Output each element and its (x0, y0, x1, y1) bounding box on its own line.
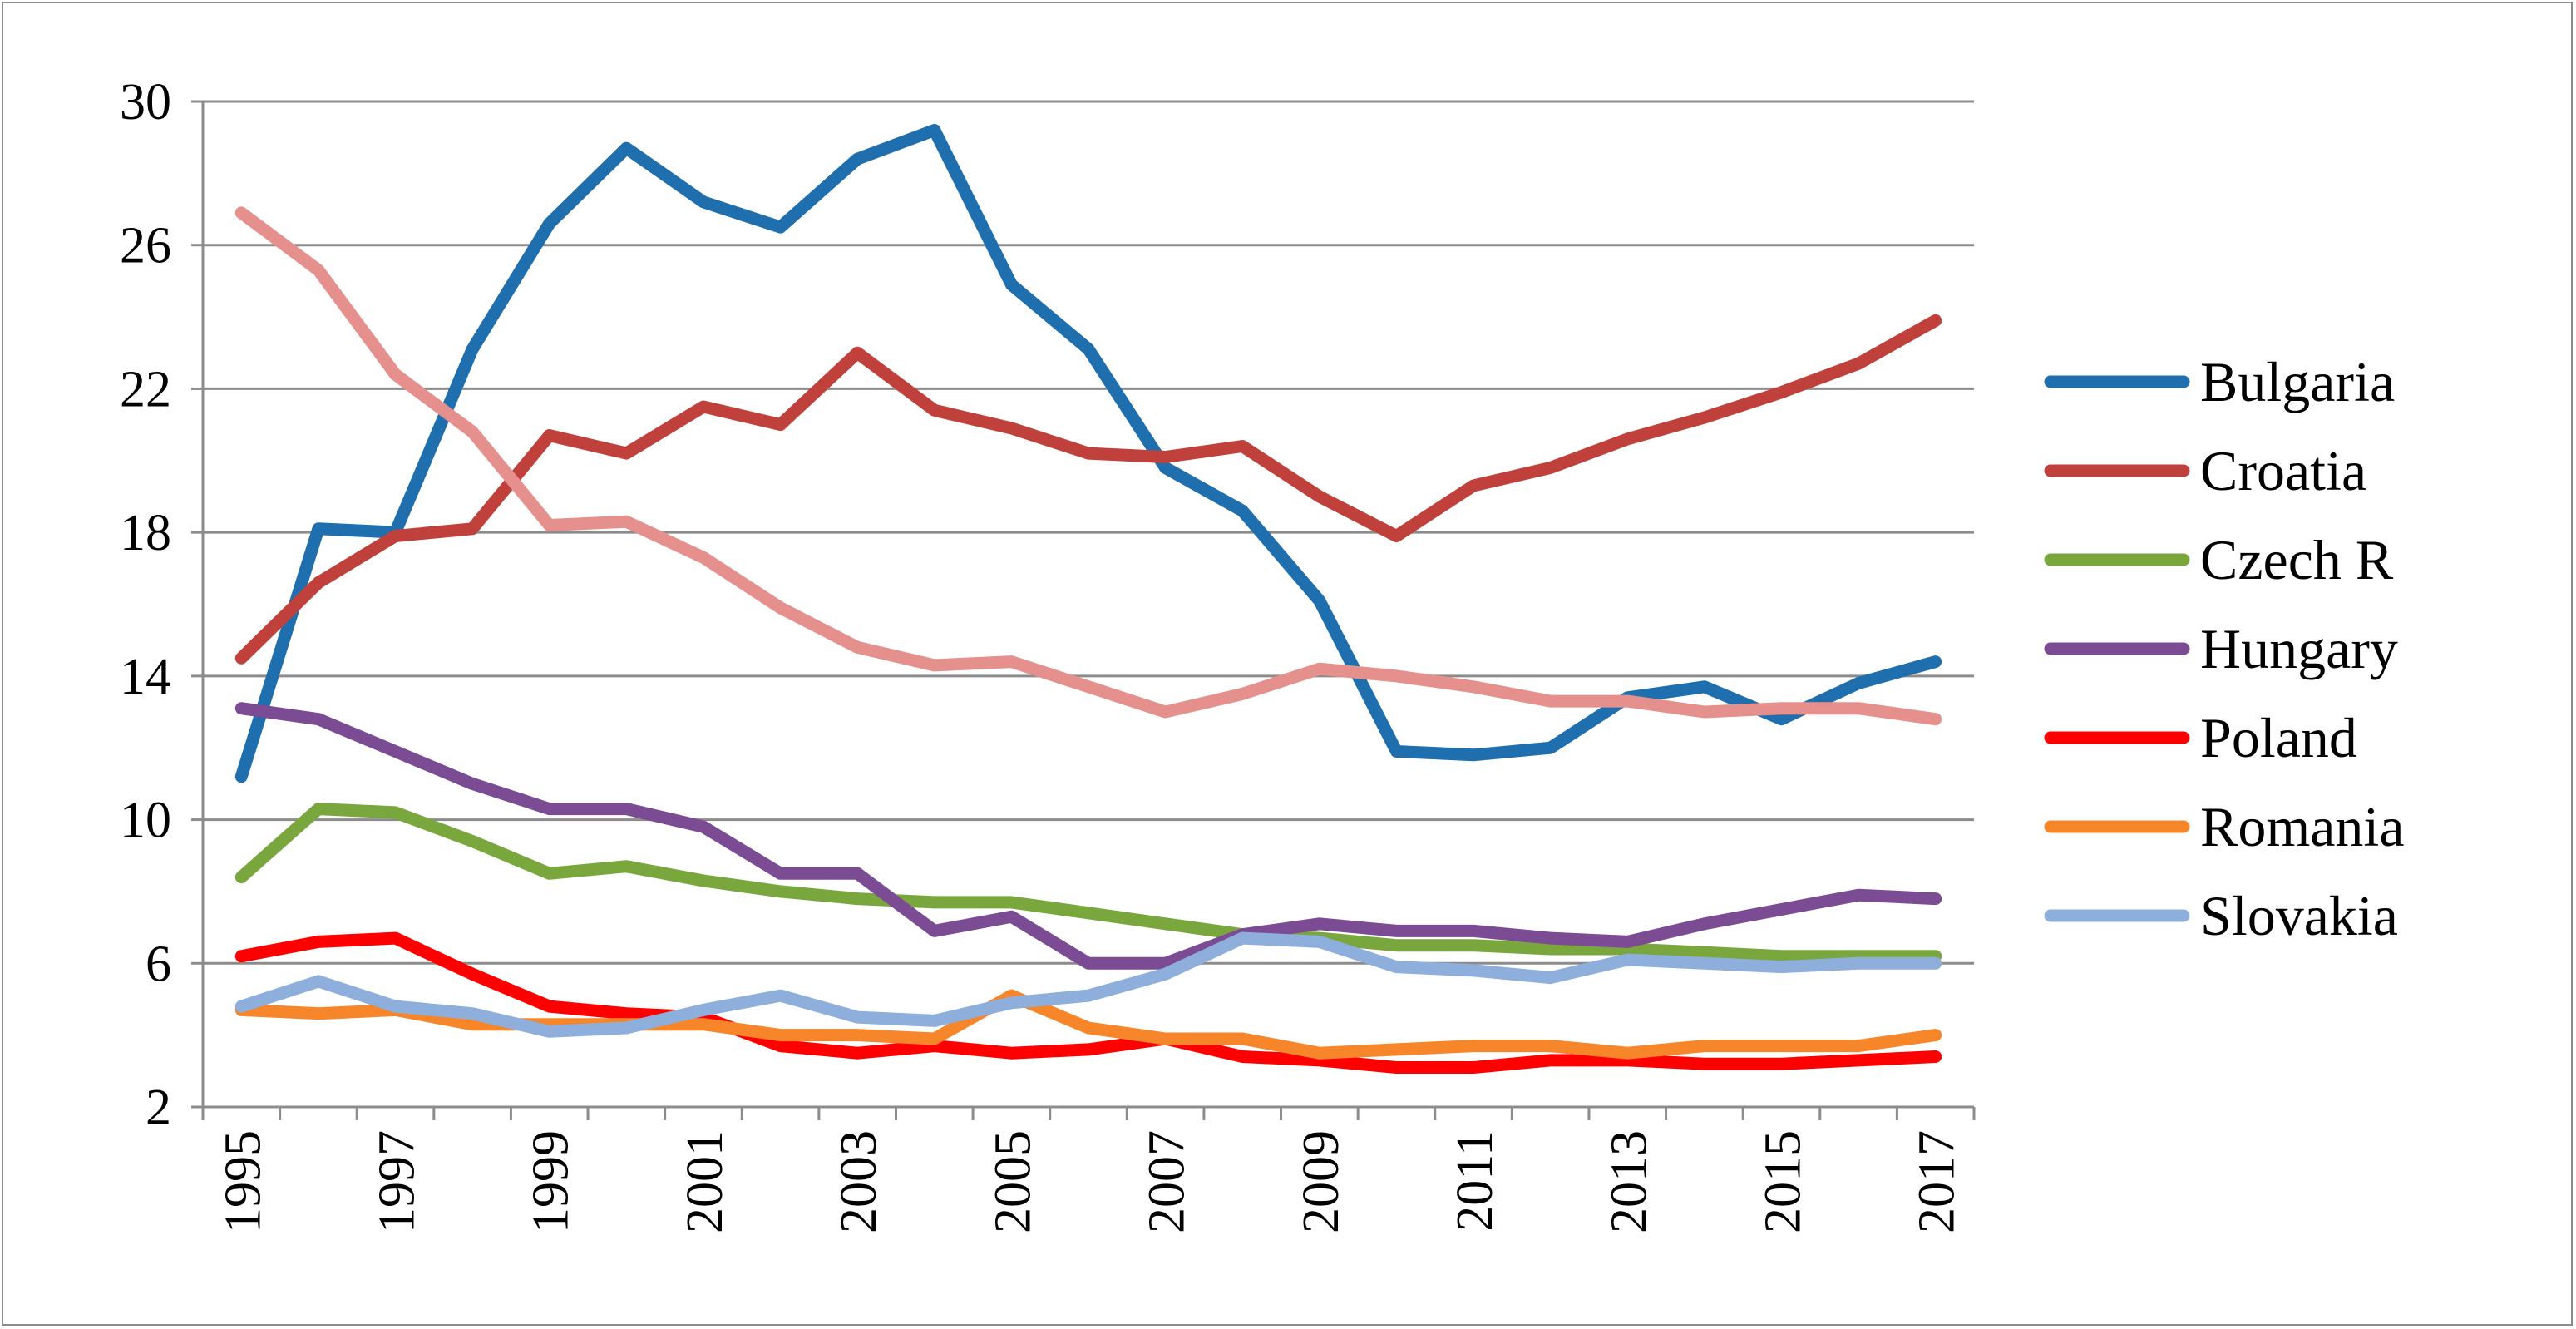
legend-label-bulgaria: Bulgaria (2200, 350, 2395, 413)
x-tick-label: 2007 (1139, 1130, 1196, 1233)
y-tick-label: 2 (146, 1080, 171, 1136)
legend-label-croatia: Croatia (2200, 439, 2366, 502)
x-tick-label: 2015 (1754, 1130, 1811, 1233)
legend-label-hungary: Hungary (2200, 617, 2398, 680)
x-tick-label: 2009 (1293, 1130, 1350, 1233)
legend-label-slovakia: Slovakia (2200, 884, 2398, 947)
legend-label-romania: Romania (2200, 795, 2405, 858)
series-line-czech-r (234, 803, 1942, 963)
legend: Bulgaria Croatia Czech R Hungary Poland Roman… (2044, 350, 2405, 947)
series-line-poland (234, 931, 1942, 1074)
y-tick-label: 14 (120, 649, 171, 705)
series-line-hungary (234, 702, 1942, 970)
y-tick-label: 18 (120, 505, 171, 561)
y-tick-label: 22 (120, 361, 171, 417)
legend-label-czech-r: Czech R (2200, 528, 2394, 591)
gridlines (203, 100, 1974, 965)
x-tick-label: 2017 (1909, 1130, 1966, 1233)
x-tick-label: 2003 (831, 1130, 887, 1233)
x-tick-label: 2001 (677, 1130, 733, 1233)
y-tick-label: 26 (120, 218, 171, 274)
x-tick-label: 1995 (215, 1130, 271, 1233)
series-lines (234, 124, 1942, 1074)
x-tick-label: 1997 (369, 1130, 426, 1233)
x-tick-label: 2013 (1601, 1130, 1657, 1233)
y-tick-label: 6 (146, 936, 171, 992)
x-tick-label: 2005 (985, 1130, 1041, 1233)
legend-label-poland: Poland (2200, 706, 2357, 769)
x-tick-label: 2011 (1447, 1130, 1503, 1232)
y-tick-label: 30 (120, 74, 171, 131)
x-tick-label: 1999 (523, 1130, 580, 1233)
series-line-croatia (234, 314, 1942, 664)
series-line-slovakia (234, 931, 1942, 1038)
series-line-unlabeled (234, 206, 1942, 726)
y-tick-label: 10 (120, 793, 171, 849)
series-line-bulgaria (234, 124, 1942, 783)
